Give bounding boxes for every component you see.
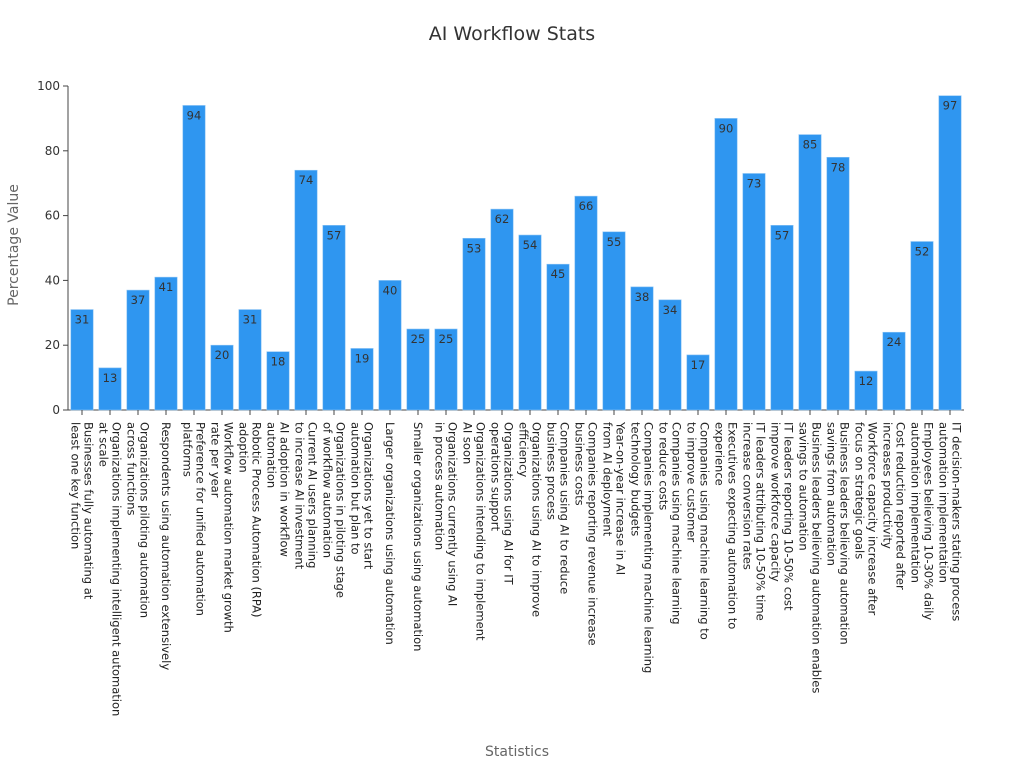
bar — [126, 289, 150, 411]
y-tick-label: 0 — [52, 403, 60, 417]
x-tick-label: IT decision-makers stating processautoma… — [937, 422, 964, 621]
x-tick-label: Companies implementing machine learningt… — [629, 422, 656, 673]
bar — [490, 208, 514, 411]
x-tick-label: Robotic Process Automation (RPA)adoption — [237, 422, 264, 617]
data-label: 37 — [131, 293, 146, 307]
x-tick-label: Business leaders believing automation en… — [797, 422, 824, 693]
data-label: 31 — [243, 313, 258, 327]
x-tick-label: Smaller organizations using automation — [411, 422, 425, 651]
data-label: 74 — [299, 173, 314, 187]
data-label: 52 — [915, 245, 930, 259]
x-tick-label: Preference for unified automationplatfor… — [181, 422, 208, 616]
bar — [742, 173, 766, 411]
x-tick-label: IT leaders reporting 10-50% costimprove … — [769, 422, 796, 611]
bar — [294, 169, 318, 411]
data-label: 13 — [103, 371, 118, 385]
x-tick-label: IT leaders attributing 10-50% timeincrea… — [741, 422, 768, 621]
y-tick-label: 40 — [45, 273, 60, 287]
data-label: 97 — [943, 99, 958, 113]
data-label: 18 — [271, 355, 286, 369]
data-label: 25 — [411, 332, 426, 346]
bar — [714, 118, 738, 411]
x-tick-label: Companies using machine learningto reduc… — [657, 422, 684, 625]
y-axis-ticks: 0 20 40 60 80 100 — [37, 79, 68, 417]
data-label: 73 — [747, 176, 762, 190]
data-label: 66 — [579, 199, 594, 213]
x-tick-label: Larger organizations using automation — [383, 422, 397, 645]
bar — [826, 156, 850, 411]
chart-title: AI Workflow Stats — [429, 23, 595, 45]
data-label: 45 — [551, 267, 566, 281]
data-label: 85 — [803, 138, 818, 152]
x-tick-label: Organizations in piloting stageof workfl… — [321, 422, 348, 598]
x-tick-label: Organizations yet to startautomation but… — [349, 422, 376, 570]
x-tick-label: Workforce capacity increase afterfocus o… — [853, 422, 880, 616]
x-tick-label: Organizations implementing intelligent a… — [97, 422, 124, 716]
y-tick-label: 100 — [37, 79, 60, 93]
x-tick-label: Companies using machine learning toto im… — [685, 422, 712, 640]
bar — [770, 225, 794, 411]
x-tick-label: Executives expecting automation toexperi… — [713, 422, 740, 629]
data-label: 20 — [215, 348, 230, 362]
data-label: 25 — [439, 332, 454, 346]
data-labels: 31 13 37 41 94 20 31 18 74 57 19 40 25 25 53 62 54 45 66 55… — [75, 99, 958, 388]
x-tick-label: Workflow automation market growthrate pe… — [209, 422, 236, 633]
data-label: 34 — [663, 303, 678, 317]
bar — [798, 134, 822, 411]
bar — [518, 234, 542, 411]
data-label: 31 — [75, 313, 90, 327]
x-tick-label: Businesses fully automating atleast one … — [69, 422, 96, 600]
y-tick-label: 60 — [45, 209, 60, 223]
x-tick-label: Organizations piloting automationacross … — [125, 422, 152, 618]
x-tick-label: Organizations intending to implementAI s… — [461, 422, 488, 641]
data-label: 94 — [187, 108, 202, 122]
data-label: 57 — [327, 228, 342, 242]
data-label: 12 — [859, 374, 874, 388]
x-tick-label: AI adoption in workflowautomation — [265, 422, 292, 557]
x-tick-label: Employees believing 10-30% dailyautomati… — [909, 422, 936, 620]
x-axis-label: Statistics — [485, 744, 549, 760]
x-tick-label: Organizations using AI for IToperations … — [489, 422, 516, 586]
y-tick-label: 20 — [45, 338, 60, 352]
bar — [630, 286, 654, 411]
data-label: 90 — [719, 121, 734, 135]
x-tick-label: Current AI users planningto increase AI … — [293, 422, 320, 570]
data-label: 62 — [495, 212, 510, 226]
data-label: 40 — [383, 283, 398, 297]
data-label: 24 — [887, 335, 902, 349]
x-tick-label: Organizations using AI to improveefficie… — [517, 422, 544, 617]
x-tick-label: Business leaders believing automationsav… — [825, 422, 852, 645]
bar — [602, 231, 626, 411]
data-label: 54 — [523, 238, 538, 252]
data-label: 17 — [691, 358, 706, 372]
data-label: 55 — [607, 235, 622, 249]
x-tick-label: Companies using AI to reducebusiness pro… — [545, 422, 572, 594]
bar — [546, 263, 570, 411]
bar — [574, 195, 598, 411]
bar — [938, 95, 962, 411]
y-axis-label: Percentage Value — [6, 184, 22, 306]
x-axis-ticks: Businesses fully automating atleast one … — [69, 410, 964, 716]
x-tick-label: Organizations currently using AIin proce… — [433, 422, 460, 606]
bar — [910, 241, 934, 411]
x-tick-label: Cost reduction reported afterincreases p… — [881, 422, 908, 590]
data-label: 57 — [775, 228, 790, 242]
data-label: 41 — [159, 280, 174, 294]
bars — [70, 95, 962, 411]
data-label: 53 — [467, 241, 482, 255]
x-tick-label: Companies reporting revenue increasebusi… — [573, 422, 600, 646]
data-label: 38 — [635, 290, 650, 304]
bar — [322, 225, 346, 411]
data-label: 19 — [355, 351, 370, 365]
x-tick-label: Respondents using automation extensively — [159, 422, 173, 670]
data-label: 78 — [831, 160, 846, 174]
bar — [462, 237, 486, 411]
bar — [154, 276, 178, 411]
y-tick-label: 80 — [45, 144, 60, 158]
bar — [378, 280, 402, 411]
x-tick-label: Year-on-year increase in AIfrom AI deplo… — [601, 421, 628, 575]
bar — [182, 105, 206, 411]
